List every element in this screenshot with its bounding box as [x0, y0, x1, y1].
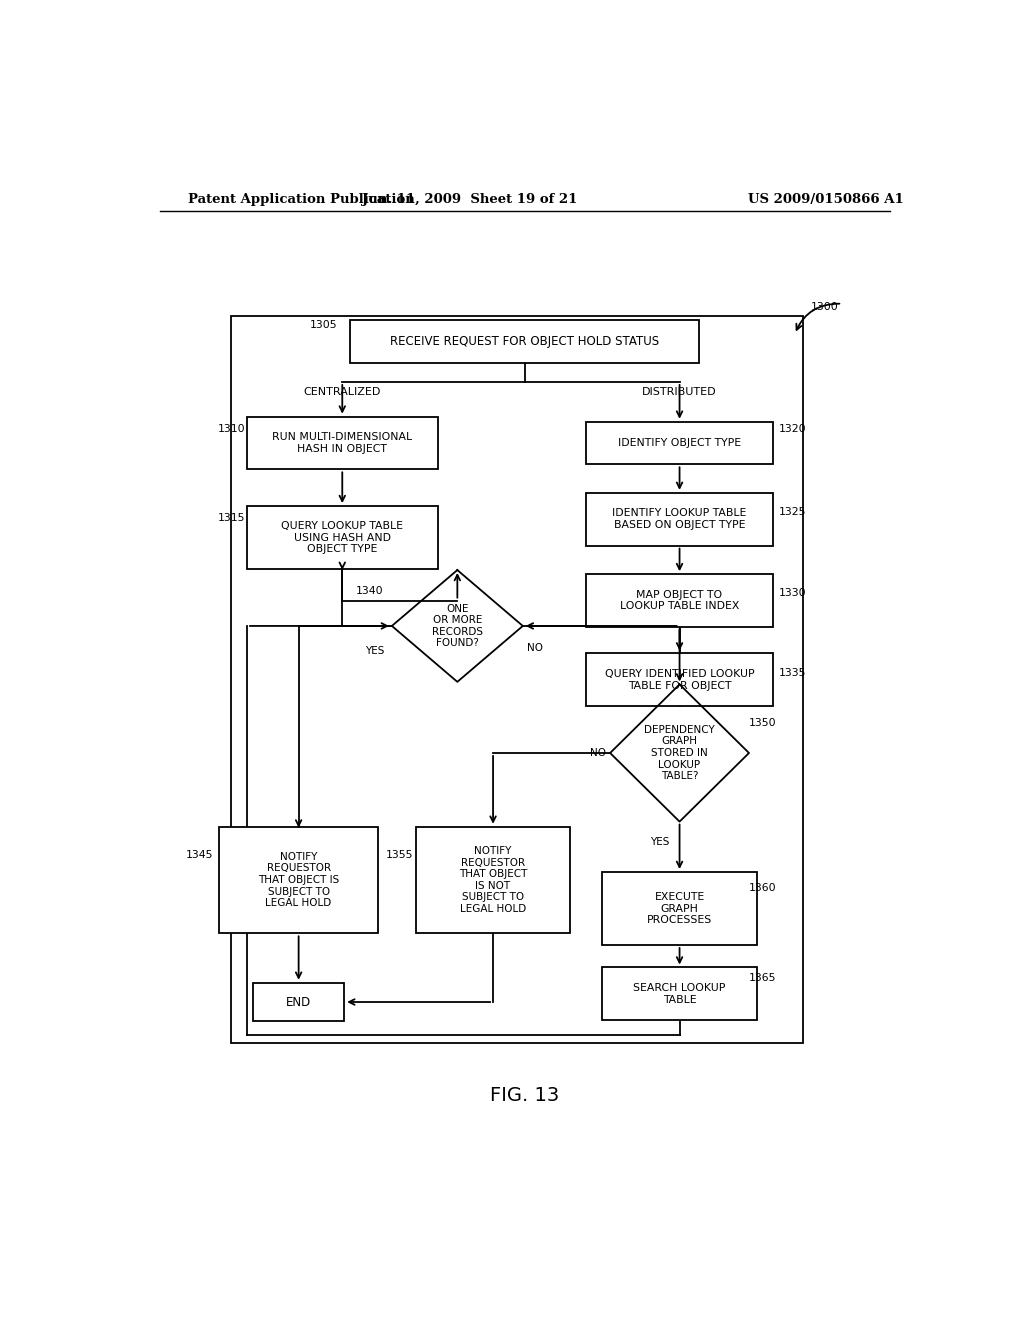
FancyBboxPatch shape	[587, 653, 773, 706]
Text: 1305: 1305	[310, 319, 338, 330]
Text: 1300: 1300	[811, 302, 839, 312]
Text: NOTIFY
REQUESTOR
THAT OBJECT IS
SUBJECT TO
LEGAL HOLD: NOTIFY REQUESTOR THAT OBJECT IS SUBJECT …	[258, 851, 339, 908]
Text: 1355: 1355	[386, 850, 414, 859]
FancyBboxPatch shape	[587, 574, 773, 627]
Text: 1340: 1340	[356, 586, 384, 597]
Text: 1335: 1335	[778, 668, 806, 677]
Text: NO: NO	[590, 748, 606, 758]
Text: 1360: 1360	[749, 883, 776, 894]
Text: 1315: 1315	[218, 513, 246, 523]
FancyBboxPatch shape	[247, 417, 437, 470]
Text: FIG. 13: FIG. 13	[490, 1086, 559, 1105]
Text: YES: YES	[650, 837, 670, 847]
Text: 1365: 1365	[749, 973, 776, 982]
Polygon shape	[392, 570, 523, 682]
Text: 1345: 1345	[186, 850, 214, 859]
Text: QUERY LOOKUP TABLE
USING HASH AND
OBJECT TYPE: QUERY LOOKUP TABLE USING HASH AND OBJECT…	[282, 521, 403, 554]
Text: IDENTIFY OBJECT TYPE: IDENTIFY OBJECT TYPE	[618, 438, 741, 447]
Text: DEPENDENCY
GRAPH
STORED IN
LOOKUP
TABLE?: DEPENDENCY GRAPH STORED IN LOOKUP TABLE?	[644, 725, 715, 781]
FancyBboxPatch shape	[587, 421, 773, 465]
Text: QUERY IDENTIFIED LOOKUP
TABLE FOR OBJECT: QUERY IDENTIFIED LOOKUP TABLE FOR OBJECT	[605, 669, 755, 690]
Text: YES: YES	[365, 647, 384, 656]
FancyBboxPatch shape	[602, 968, 757, 1020]
Text: EXECUTE
GRAPH
PROCESSES: EXECUTE GRAPH PROCESSES	[647, 892, 712, 925]
Text: Patent Application Publication: Patent Application Publication	[187, 193, 415, 206]
Text: END: END	[286, 995, 311, 1008]
FancyBboxPatch shape	[253, 982, 344, 1022]
Text: US 2009/0150866 A1: US 2009/0150866 A1	[749, 193, 904, 206]
Text: 1350: 1350	[749, 718, 776, 727]
Text: ONE
OR MORE
RECORDS
FOUND?: ONE OR MORE RECORDS FOUND?	[432, 603, 483, 648]
FancyBboxPatch shape	[219, 826, 378, 933]
Text: Jun. 11, 2009  Sheet 19 of 21: Jun. 11, 2009 Sheet 19 of 21	[361, 193, 577, 206]
Text: CENTRALIZED: CENTRALIZED	[303, 387, 381, 397]
FancyBboxPatch shape	[247, 506, 437, 569]
Text: 1320: 1320	[778, 424, 806, 434]
FancyBboxPatch shape	[602, 873, 757, 945]
Text: IDENTIFY LOOKUP TABLE
BASED ON OBJECT TYPE: IDENTIFY LOOKUP TABLE BASED ON OBJECT TY…	[612, 508, 746, 531]
Text: NO: NO	[526, 643, 543, 653]
Text: SEARCH LOOKUP
TABLE: SEARCH LOOKUP TABLE	[634, 983, 726, 1005]
Text: RUN MULTI-DIMENSIONAL
HASH IN OBJECT: RUN MULTI-DIMENSIONAL HASH IN OBJECT	[272, 432, 413, 454]
Text: NOTIFY
REQUESTOR
THAT OBJECT
IS NOT
SUBJECT TO
LEGAL HOLD: NOTIFY REQUESTOR THAT OBJECT IS NOT SUBJ…	[459, 846, 527, 913]
FancyBboxPatch shape	[587, 492, 773, 545]
Text: RECEIVE REQUEST FOR OBJECT HOLD STATUS: RECEIVE REQUEST FOR OBJECT HOLD STATUS	[390, 335, 659, 348]
Polygon shape	[610, 684, 749, 821]
FancyBboxPatch shape	[350, 319, 699, 363]
FancyBboxPatch shape	[416, 826, 570, 933]
Text: 1325: 1325	[778, 507, 806, 517]
Text: DISTRIBUTED: DISTRIBUTED	[642, 387, 717, 397]
Text: MAP OBJECT TO
LOOKUP TABLE INDEX: MAP OBJECT TO LOOKUP TABLE INDEX	[620, 590, 739, 611]
Text: 1310: 1310	[218, 424, 246, 434]
Text: 1330: 1330	[778, 589, 806, 598]
